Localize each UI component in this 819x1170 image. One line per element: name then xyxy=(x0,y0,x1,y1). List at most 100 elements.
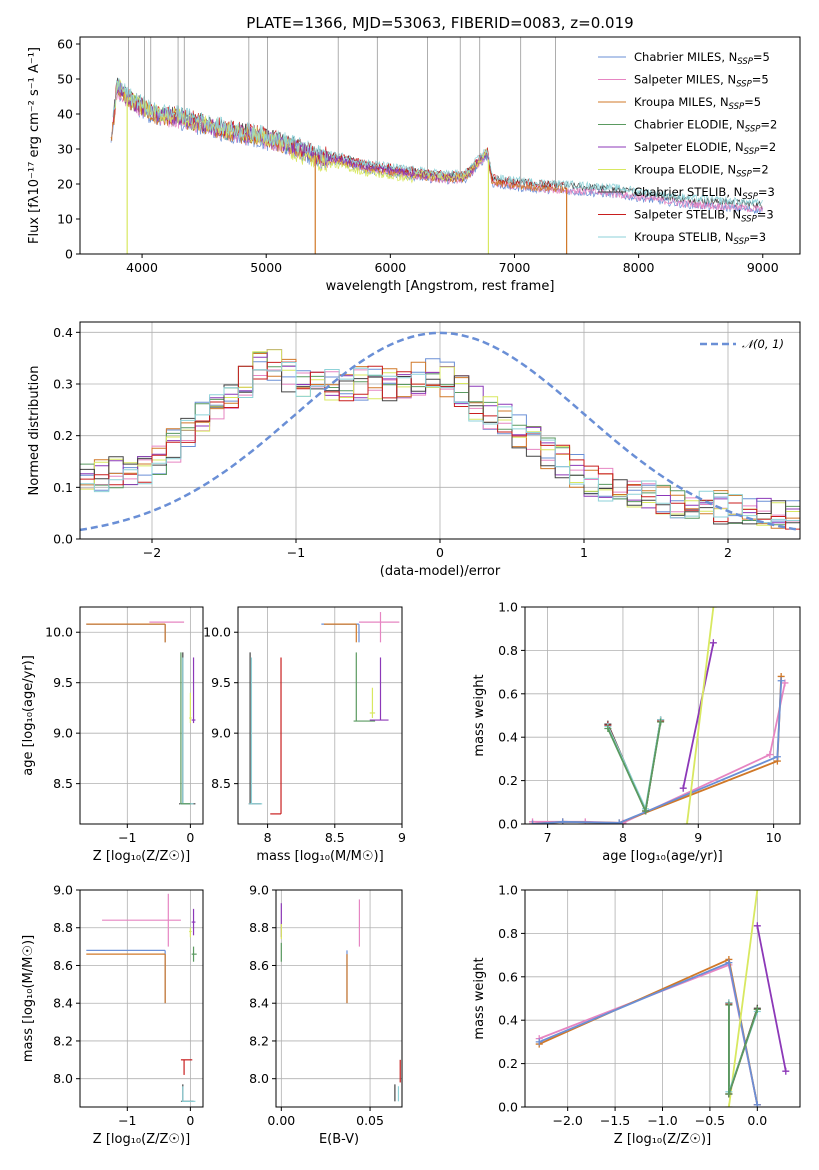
histogram-step xyxy=(80,361,800,530)
weight-point-marker xyxy=(683,820,691,824)
y-tick-label: 50 xyxy=(57,72,73,87)
plot-area xyxy=(248,612,400,815)
y-tick-label: 8.2 xyxy=(53,1033,73,1048)
y-axis-label: mass weight xyxy=(472,957,487,1039)
legend-label: Chabrier STELIB, NSSP=3 xyxy=(634,185,775,202)
y-tick-label: 9.0 xyxy=(211,726,231,741)
y-axis-label: mass weight xyxy=(472,674,487,756)
y-tick-label: 9.0 xyxy=(53,726,73,741)
y-tick-label: 0.2 xyxy=(53,428,73,443)
spectrum-series-line xyxy=(111,84,763,213)
y-axis-label: mass [log₁₀(M/M☉)] xyxy=(21,935,36,1062)
legend-label: Kroupa ELODIE, NSSP=2 xyxy=(634,163,769,180)
y-tick-label: 0.8 xyxy=(498,926,518,941)
weight-point-marker xyxy=(782,1067,790,1075)
weight-point-marker xyxy=(753,1101,761,1107)
y-tick-label: 8.4 xyxy=(249,996,269,1011)
panel-mass-vs-EBV: 0.00 0.05 8.0 8.2 8.4 8.6 8.8 9.0 E(B-V) xyxy=(249,883,403,1147)
axes-frame xyxy=(275,889,403,1108)
x-axis-label: Z [log₁₀(Z/Z☉)] xyxy=(93,1132,190,1147)
x-axis-label: mass [log₁₀(M/M☉)] xyxy=(256,849,383,864)
y-tick-label: 9.0 xyxy=(53,883,73,898)
y-tick-label: 0.1 xyxy=(53,480,73,495)
x-tick-label: −0.5 xyxy=(695,1113,725,1128)
legend-label: Kroupa STELIB, NSSP=3 xyxy=(634,230,766,247)
y-tick-label: 0.2 xyxy=(498,1056,518,1071)
y-tick-label: 0 xyxy=(65,247,73,262)
x-tick-label: 4000 xyxy=(126,260,158,275)
y-tick-label: 0.6 xyxy=(498,969,518,984)
y-tick-label: 0.0 xyxy=(53,532,73,547)
y-tick-label: 20 xyxy=(57,177,73,192)
weight-series-line xyxy=(607,721,662,815)
y-tick-label: 9.5 xyxy=(53,675,73,690)
weight-point-marker xyxy=(753,1005,761,1013)
y-tick-label: 8.8 xyxy=(249,920,269,935)
legend-label: Chabrier MILES, NSSP=5 xyxy=(634,50,770,67)
x-tick-label: 8 xyxy=(264,830,272,845)
spectrum-series-line xyxy=(113,80,567,190)
axes-frame xyxy=(79,606,204,825)
weight-series-line xyxy=(538,963,759,1105)
weight-point-marker xyxy=(753,922,761,930)
x-tick-label: −1 xyxy=(118,1113,136,1128)
x-tick-label: 0.0 xyxy=(747,1113,767,1128)
panel-age-vs-Z: −1 0 8.5 9.0 9.5 10.0 Z [log₁₀(Z/Z☉)] age [log₁… xyxy=(21,606,204,864)
weight-series-line xyxy=(538,958,759,1105)
weight-point-marker xyxy=(604,725,612,733)
y-tick-label: 1.0 xyxy=(498,883,518,898)
legend-label: Salpeter ELODIE, NSSP=2 xyxy=(634,140,776,157)
weight-point-marker xyxy=(657,718,665,726)
legend-label: 𝒩(0, 1) xyxy=(742,337,784,351)
x-tick-label: −2.0 xyxy=(552,1113,582,1128)
chart-title: PLATE=1366, MJD=53063, FIBERID=0083, z=0… xyxy=(246,14,633,32)
x-tick-label: 0 xyxy=(436,545,444,560)
y-tick-label: 8.4 xyxy=(53,996,73,1011)
x-tick-label: 8.5 xyxy=(325,830,345,845)
weight-point-marker xyxy=(725,959,733,967)
y-tick-label: 1.0 xyxy=(498,600,518,615)
x-axis-label: (data-model)/error xyxy=(380,564,501,579)
plot-area xyxy=(86,893,197,1102)
panel-weight-vs-Z: −2.0 −1.5 −1.0 −0.5 0.0 0.0 0.2 0.4 0.6 0.8 1.0 Z [… xyxy=(472,883,801,1147)
axes-frame xyxy=(524,889,801,1108)
x-tick-label: 6000 xyxy=(374,260,406,275)
weight-point-marker xyxy=(725,1001,733,1009)
x-tick-label: −2 xyxy=(143,545,161,560)
panel-mass-vs-Z: −1 0 8.0 8.2 8.4 8.6 8.8 9.0 Z [log₁₀(Z/Z☉)] mass… xyxy=(21,883,204,1147)
weight-series-line xyxy=(686,607,715,824)
y-tick-label: 0.4 xyxy=(498,730,518,745)
legend-label: Salpeter STELIB, NSSP=3 xyxy=(634,208,774,225)
spectrum-series-line xyxy=(114,78,489,184)
y-tick-label: 10.0 xyxy=(45,625,73,640)
x-tick-label: −1.0 xyxy=(647,1113,677,1128)
legend-label: Kroupa MILES, NSSP=5 xyxy=(634,95,761,112)
y-tick-label: 8.5 xyxy=(211,776,231,791)
gaussian-curve xyxy=(80,331,800,532)
x-tick-label: −1 xyxy=(287,545,305,560)
axes-frame xyxy=(524,606,801,825)
axes-frame xyxy=(79,321,801,540)
y-tick-label: 0.2 xyxy=(498,773,518,788)
y-tick-label: 8.6 xyxy=(249,958,269,973)
spectrum-series-line xyxy=(116,87,490,183)
y-tick-label: 8.5 xyxy=(53,776,73,791)
y-tick-label: 8.8 xyxy=(53,920,73,935)
weight-series-line xyxy=(532,682,786,824)
y-tick-label: 0.4 xyxy=(53,325,73,340)
plot-area xyxy=(280,899,401,1102)
spectrum-series-line xyxy=(115,79,490,182)
weight-series-line xyxy=(728,890,759,1107)
weight-point-marker xyxy=(529,820,537,824)
x-axis-label: age [log₁₀(age/yr)] xyxy=(602,849,723,864)
spectrum-series-line xyxy=(112,77,763,207)
weight-point-marker xyxy=(725,1090,733,1098)
y-tick-label: 10.0 xyxy=(203,625,231,640)
x-tick-label: 5000 xyxy=(250,260,282,275)
panel-residuals: −2 −1 0 1 2 0.0 0.1 0.2 0.3 0.4 (data-model)/error… xyxy=(27,321,801,579)
histogram-step xyxy=(80,349,800,526)
histogram-step xyxy=(80,353,800,529)
plot-area xyxy=(110,37,764,254)
y-tick-label: 30 xyxy=(57,142,73,157)
